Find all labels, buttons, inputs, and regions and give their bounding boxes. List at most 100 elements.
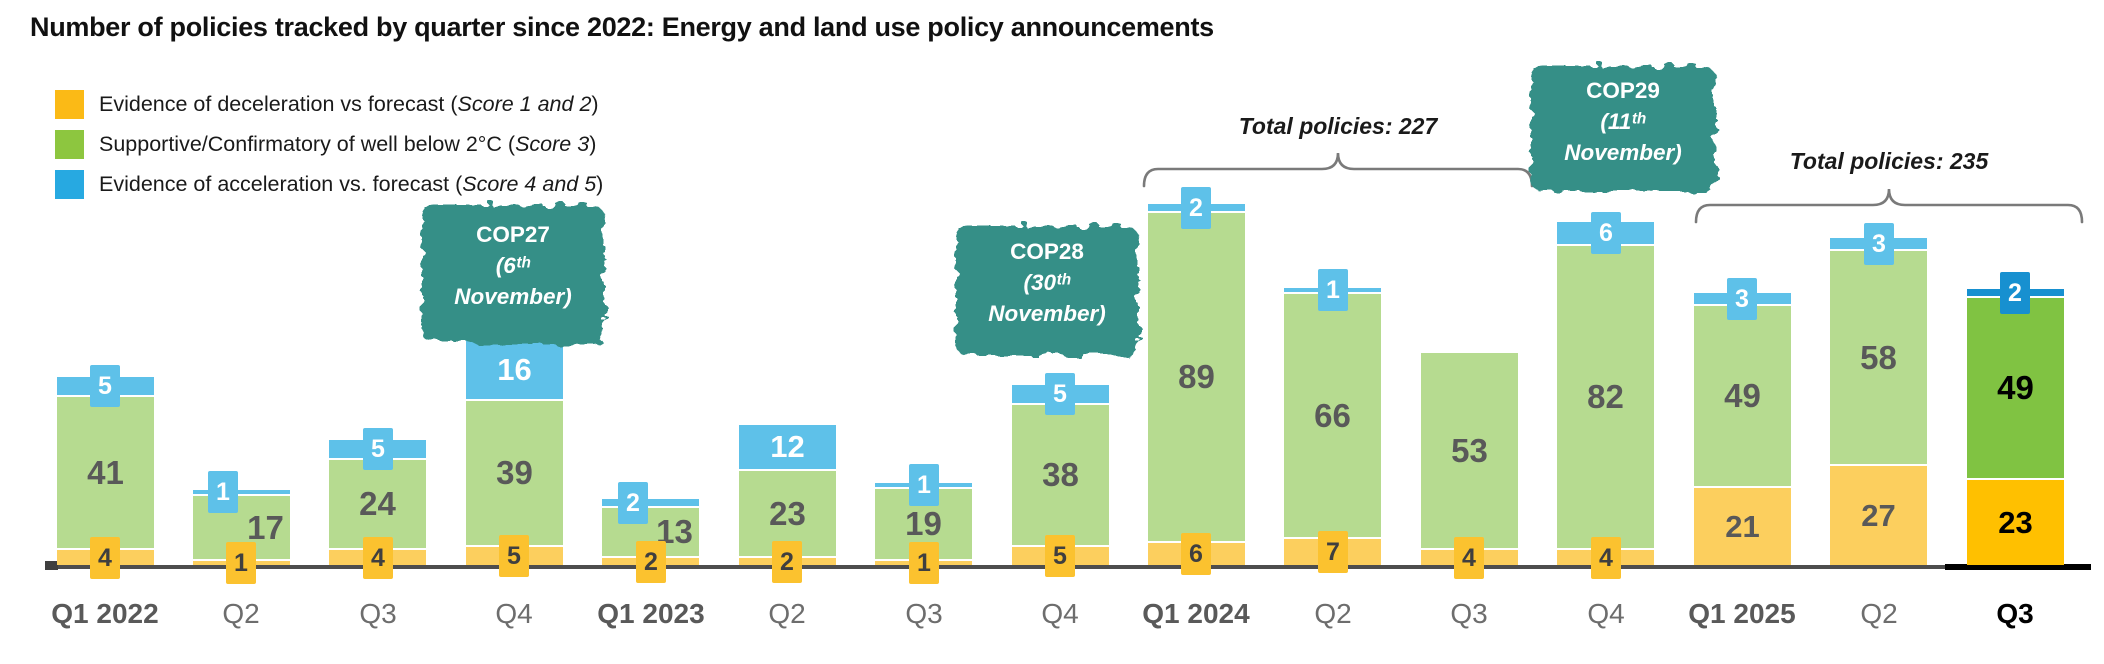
cop27-date-line2: November) (454, 284, 572, 310)
segment-supportive-q3 (1967, 298, 2064, 478)
value-label-supportive-q3: 49 (1997, 369, 2034, 406)
value-badge-acceleration-q3: 2 (2000, 272, 2030, 314)
x-axis-label-q2: Q2 (1860, 598, 1898, 629)
segment-supportive-q3 (1421, 353, 1518, 548)
x-axis-label-q2: Q2 (222, 598, 260, 629)
segment-acceleration-q2 (193, 490, 290, 494)
legend-label-post: ) (591, 91, 599, 116)
x-axis-label-q1-2022: Q1 2022 (51, 598, 159, 629)
total-policies-227-label: Total policies: 227 (1238, 113, 1438, 139)
total-policies-235-label: Total policies: 235 (1789, 148, 1989, 174)
value-badge-deceleration-q2: 1 (226, 542, 256, 584)
cop29-date-line2: November) (1564, 140, 1682, 166)
cop28-date-line1: (30ᵗʰ (1023, 270, 1071, 296)
value-label-acceleration-q4: 16 (497, 352, 532, 387)
legend-label-pre: Evidence of deceleration vs forecast ( (99, 91, 458, 116)
cop29-badge-background (1531, 66, 1715, 192)
cop27-event-badge: COP27 (6ᵗʰ November) (422, 205, 604, 343)
segment-acceleration-q1-2023 (602, 499, 699, 506)
cop28-title: COP28 (1010, 239, 1084, 264)
segment-deceleration-q2 (1830, 466, 1927, 565)
legend-label-score: Score 4 and 5 (462, 171, 597, 196)
legend-item-acceleration: Evidence of acceleration vs. forecast (S… (55, 164, 603, 204)
value-badge-acceleration-q3: 5 (363, 428, 393, 470)
value-label-supportive-q2: 23 (769, 495, 806, 532)
value-label-supportive-q3: 53 (1451, 432, 1488, 469)
value-label-supportive-q4: 82 (1587, 378, 1624, 415)
x-axis-label-q4: Q4 (1587, 598, 1625, 629)
segment-deceleration-q1-2025 (1694, 488, 1791, 565)
value-label-supportive-q1-2025: 49 (1724, 377, 1761, 414)
value-label-deceleration-q3: 23 (1998, 505, 2033, 540)
legend-label-acceleration: Evidence of acceleration vs. forecast (S… (99, 172, 603, 197)
legend-label-supportive: Supportive/Confirmatory of well below 2°… (99, 132, 596, 157)
value-badge-acceleration-q2: 3 (1864, 223, 1894, 265)
segment-supportive-q1-2025 (1694, 306, 1791, 486)
total-policies-235-brace (1694, 188, 2084, 224)
segment-supportive-q4 (1012, 405, 1109, 545)
legend-label-score: Score 3 (515, 131, 590, 156)
legend-label-pre: Evidence of acceleration vs. forecast ( (99, 171, 463, 196)
value-badge-deceleration-q1-2022: 4 (90, 537, 120, 579)
x-axis-label-q4: Q4 (1041, 598, 1079, 629)
legend-item-supportive: Supportive/Confirmatory of well below 2°… (55, 124, 603, 164)
value-badge-acceleration-q2: 1 (1318, 269, 1348, 311)
legend-label-score: Score 1 and 2 (457, 91, 592, 116)
value-badge-deceleration-q3: 4 (363, 537, 393, 579)
x-axis-line-highlight (1945, 564, 2091, 570)
x-axis-label-q3: Q3 (1450, 598, 1488, 629)
x-axis-line (45, 565, 1945, 569)
value-badge-acceleration-q2: 1 (208, 471, 238, 513)
cop28-badge-background (956, 226, 1138, 356)
value-label-supportive-q1-2022: 41 (87, 454, 124, 491)
legend: Evidence of deceleration vs forecast (Sc… (55, 84, 603, 204)
value-badge-deceleration-q3: 4 (1454, 537, 1484, 579)
total-policies-227-brace (1142, 152, 1534, 188)
segment-supportive-q3 (329, 460, 426, 548)
value-badge-deceleration-q2: 7 (1318, 531, 1348, 573)
value-badge-acceleration-q4: 5 (1045, 373, 1075, 415)
value-badge-acceleration-q1-2022: 5 (90, 365, 120, 407)
cop27-title: COP27 (476, 222, 550, 247)
legend-label-deceleration: Evidence of deceleration vs forecast (Sc… (99, 92, 599, 117)
value-label-supportive-q2: 58 (1860, 339, 1897, 376)
legend-swatch-supportive-icon (55, 129, 84, 159)
value-badge-acceleration-q1-2023: 2 (618, 482, 648, 524)
value-label-deceleration-q1-2025: 21 (1725, 509, 1760, 544)
segment-acceleration-q4 (466, 340, 563, 399)
x-axis-label-q2: Q2 (768, 598, 806, 629)
segment-supportive-q4 (1557, 246, 1654, 548)
value-badge-acceleration-q4: 6 (1591, 212, 1621, 254)
value-badge-deceleration-q2: 2 (772, 541, 802, 583)
cop29-title: COP29 (1586, 78, 1660, 103)
value-badge-deceleration-q4: 4 (1591, 537, 1621, 579)
value-label-supportive-q3: 19 (905, 505, 942, 542)
cop29-event-badge: COP29 (11ᵗʰ November) (1531, 66, 1715, 192)
page-title: Number of policies tracked by quarter si… (30, 12, 1214, 42)
value-label-acceleration-q2: 12 (770, 429, 805, 464)
x-axis-label-q1-2024: Q1 2024 (1142, 598, 1250, 629)
x-axis-label-q1-2025: Q1 2025 (1688, 598, 1796, 629)
value-badge-deceleration-q3: 1 (909, 542, 939, 584)
legend-item-deceleration: Evidence of deceleration vs forecast (Sc… (55, 84, 603, 124)
segment-supportive-q4 (466, 401, 563, 545)
value-badge-deceleration-q4: 5 (1045, 535, 1075, 577)
legend-swatch-acceleration-icon (55, 169, 84, 199)
x-axis-origin-tick (45, 561, 58, 570)
value-label-deceleration-q2: 27 (1861, 498, 1896, 533)
x-axis-label-q1-2023: Q1 2023 (597, 598, 705, 629)
cop29-date-line1: (11ᵗʰ (1600, 109, 1646, 135)
value-label-supportive-q2: 66 (1314, 397, 1351, 434)
value-label-supportive-q4: 38 (1042, 456, 1079, 493)
value-badge-deceleration-q4: 5 (499, 535, 529, 577)
value-badge-deceleration-q1-2024: 6 (1181, 533, 1211, 575)
legend-label-pre: Supportive/Confirmatory of well below 2°… (99, 131, 516, 156)
x-axis-label-q3: Q3 (905, 598, 943, 629)
value-badge-acceleration-q1-2024: 2 (1181, 187, 1211, 229)
value-badge-deceleration-q1-2023: 2 (636, 541, 666, 583)
cop27-badge-background (422, 205, 604, 343)
legend-label-post: ) (596, 171, 604, 196)
value-label-supportive-q4: 39 (496, 454, 533, 491)
segment-acceleration-q2 (739, 425, 836, 469)
